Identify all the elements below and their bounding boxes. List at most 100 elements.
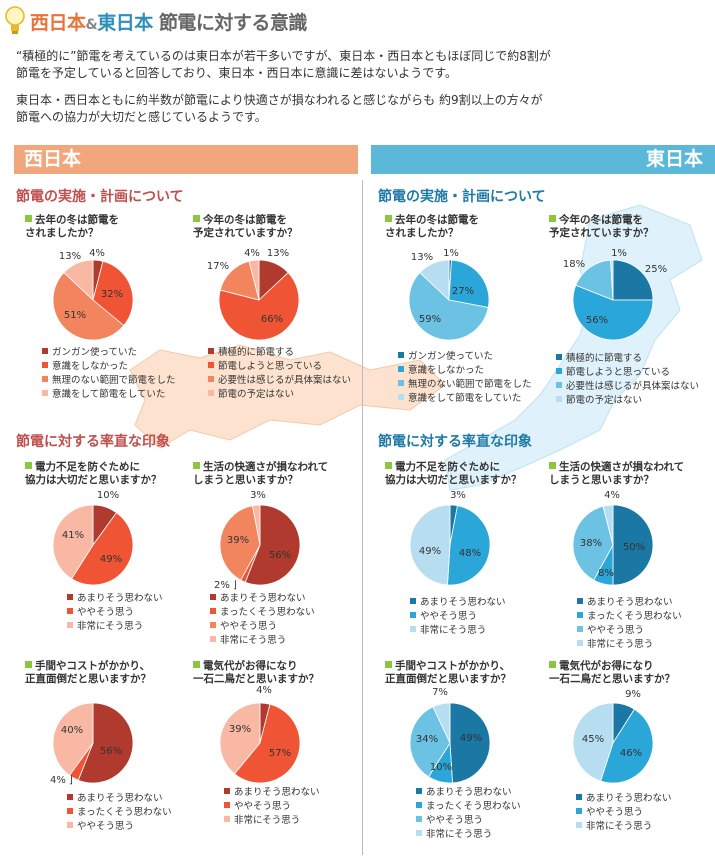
legend-swatch [208,362,214,368]
green-square-icon [549,462,556,469]
legend-item: まったくそう思わない [577,610,682,624]
pie-value-label: 50% [623,542,645,553]
legend-label: 節電の予定はない [218,389,295,400]
chart-legend: 積極的に節電する 節電しようと思っている 必要性は感じるが具体案はない 節電の予定はな… [556,352,699,408]
legend-swatch [577,640,583,646]
chart-title: 今年の冬は節電を 予定されていますか？ [193,214,298,239]
legend-label: 無理のない範囲で節電をした [52,375,176,386]
pie-slice [572,284,654,341]
legend-label: 非常にそう思う [234,815,301,826]
legend-swatch [556,396,562,402]
legend-swatch [556,354,562,360]
chart-legend: ガンガン使っていた 意識をしなかった 無理のない範囲で節電をした 意識をして節電をして… [398,350,532,406]
legend-swatch [208,390,214,396]
chart-legend: あまりそう思わない ややそう思う 非常にそう思う [224,786,320,828]
pie-value-label: 39% [229,724,251,735]
legend-item: あまりそう思わない [67,592,163,606]
legend-swatch [67,822,73,828]
legend-item: あまりそう思わない [410,596,506,610]
legend-item: 非常にそう思う [410,624,506,638]
green-square-icon [549,661,556,668]
legend-label: 積極的に節電する [218,347,295,358]
lightbulb-icon [5,6,25,34]
pie-value-label: 1% [443,248,459,259]
chart-legend: あまりそう思わない ややそう思う 非常にそう思う [576,792,672,834]
chart-title: 電気代がお得になり 一石二鳥だと思いますか？ [193,660,319,685]
legend-swatch [67,794,73,800]
chart-question: 去年の冬は節電を されましたか？ [385,214,479,240]
legend-item: あまりそう思わない [576,792,672,806]
legend-label: あまりそう思わない [587,597,673,608]
pie-slice [71,512,134,586]
legend-swatch [224,788,230,794]
pie-value-label: 41% [62,530,84,541]
chart-question: 今年の冬は節電を 予定されていますか？ [193,214,298,240]
pie-value-label: 40% [61,725,83,736]
legend-label: 非常にそう思う [220,635,287,646]
title-rest: 節電に対する意識 [152,12,308,34]
legend-label: ややそう思う [234,801,292,812]
header: 西日本&東日本 節電に対する意識 [0,0,715,42]
pie-value-label: 39% [227,535,249,546]
pie-value-label: 10% [97,490,119,501]
legend-swatch [398,352,404,358]
chart-title: 去年の冬は節電を されましたか？ [385,214,479,239]
legend-label: 非常にそう思う [426,829,493,840]
legend-label: まったくそう思わない [426,801,521,812]
pie-slice [409,504,451,586]
legend-label: ガンガン使っていた [408,351,494,362]
east-section-plan: 節電の実施・計画について [378,189,546,205]
west-section-impression: 節電に対する率直な印象 [16,434,170,450]
legend-label: ガンガン使っていた [52,347,138,358]
pie-slice [219,702,261,775]
legend-item: 必要性は感じるが具体案はない [208,374,351,388]
legend-item: ややそう思う [224,800,320,814]
legend-label: ややそう思う [420,611,478,622]
legend-swatch [410,598,416,604]
legend-item: まったくそう思わない [416,800,521,814]
legend-item: 節電の予定はない [208,388,351,402]
legend-swatch [410,626,416,632]
legend-swatch [556,382,562,388]
chart-legend: あまりそう思わない ややそう思う 非常にそう思う [67,592,163,634]
west-japan-map-icon [129,344,446,449]
chart-legend: あまりそう思わない まったくそう思わない ややそう思う [67,792,172,834]
intro-line: 節電への協力が大切だと感じているようです。 [16,110,267,124]
legend-item: あまりそう思わない [210,592,315,606]
green-square-icon [25,215,32,222]
legend-item: ややそう思う [210,620,315,634]
green-square-icon [385,215,392,222]
green-square-icon [193,462,200,469]
legend-item: ややそう思う [576,806,672,820]
legend-label: あまりそう思わない [420,597,506,608]
legend-item: まったくそう思わない [67,806,172,820]
chart-title: 手間やコストがかかり、 正直面倒だと思いますか？ [385,660,511,685]
legend-swatch [42,362,48,368]
pie-slice [572,702,614,782]
legend-swatch [416,802,422,808]
pie-slice [600,708,654,784]
pie-value-label: 3% [450,490,466,501]
pie-value-label: 59% [419,314,441,325]
legend-swatch [42,390,48,396]
legend-label: あまりそう思わない [220,593,306,604]
legend-item: ややそう思う [410,610,506,624]
legend-item: 意識をして節電をしていた [398,392,532,406]
pie-value-label: 56% [100,746,122,757]
chart-title: 生活の快適さが損なわれて しまうと思いますか？ [193,461,329,486]
legend-label: ややそう思う [220,621,278,632]
legend-label: ややそう思う [77,607,135,618]
chart-question: 電気代がお得になり 一石二鳥だと思いますか？ [193,660,319,686]
chart-legend: 積極的に節電する 節電しようと思っている 必要性は感じるが具体案はない 節電の予定はな… [208,346,351,402]
pie-slice [610,259,614,301]
west-band: 西日本 [14,145,358,174]
legend-swatch [416,830,422,836]
pie-value-label: 13% [59,251,81,262]
chart-title: 電力不足を防ぐために 協力は大切だと思いますか？ [25,461,162,486]
